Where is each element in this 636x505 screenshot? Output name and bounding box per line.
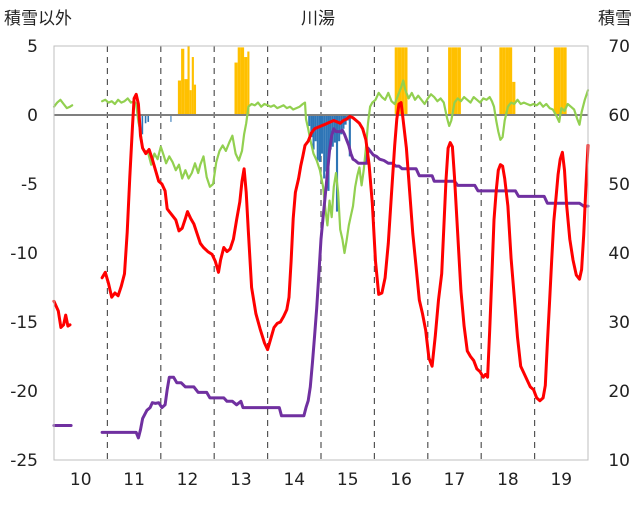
blue-bar	[316, 115, 319, 161]
blue-bar	[170, 115, 172, 122]
orange-bar	[397, 47, 402, 115]
left-tick-label: -10	[10, 244, 38, 264]
plot-frame	[53, 45, 589, 461]
left-axis-title: 積雪以外	[4, 9, 72, 29]
orange-bar	[563, 47, 567, 115]
blue-bar	[335, 115, 339, 212]
orange-bar	[247, 51, 250, 115]
x-tick-label: 17	[444, 470, 466, 490]
right-tick-label: 60	[608, 106, 630, 126]
blue-bar	[308, 115, 311, 127]
orange-bar	[240, 47, 245, 115]
orange-bar	[177, 80, 182, 115]
series-line	[52, 299, 72, 329]
blue-bar	[141, 115, 144, 135]
orange-bar	[193, 84, 197, 115]
blue-bar	[338, 115, 341, 142]
x-tick-label: 15	[337, 470, 359, 490]
x-tick-label: 11	[123, 470, 145, 490]
blue-bar	[323, 115, 326, 179]
x-tick-label: 16	[390, 470, 412, 490]
orange-bar	[394, 47, 398, 115]
orange-bar	[451, 47, 455, 115]
orange-bar	[189, 90, 192, 115]
orange-bar	[557, 47, 561, 115]
orange-bar	[505, 47, 509, 115]
orange-bar	[237, 47, 241, 115]
x-tick-label: 13	[230, 470, 252, 490]
x-tick-label: 14	[283, 470, 305, 490]
blue-bar	[348, 115, 351, 157]
series-layer	[52, 79, 590, 440]
blue-bar	[144, 115, 147, 124]
orange-bar	[512, 81, 516, 115]
right-axis-title: 積雪	[598, 9, 632, 29]
blue-bar	[310, 115, 313, 138]
blue-bar	[340, 115, 343, 135]
orange-bar	[184, 79, 188, 115]
left-tick-label: 5	[27, 37, 38, 57]
x-tick-label: 10	[70, 470, 92, 490]
right-tick-label: 40	[608, 244, 630, 264]
x-tick-label: 19	[550, 470, 572, 490]
series-line	[52, 98, 74, 110]
orange-bar	[234, 62, 238, 115]
blue-bar	[329, 115, 332, 150]
orange-bar	[508, 47, 513, 115]
right-tick-label: 10	[608, 451, 630, 471]
orange-bar	[454, 47, 458, 115]
left-tick-label: -5	[21, 175, 38, 195]
blue-bar	[318, 115, 321, 162]
right-tick-label: 30	[608, 313, 630, 333]
left-tick-label: -25	[10, 451, 38, 471]
series-line	[100, 127, 590, 440]
chart-title: 川湯	[301, 9, 335, 29]
orange-bars	[177, 46, 567, 116]
orange-bar	[560, 47, 564, 115]
right-tick-label: 50	[608, 175, 630, 195]
left-tick-label: -20	[10, 382, 38, 402]
orange-bar	[404, 47, 408, 115]
orange-bar	[457, 47, 461, 115]
x-tick-label: 12	[177, 470, 199, 490]
left-tick-label: -15	[10, 313, 38, 333]
orange-bar	[499, 47, 503, 115]
orange-bar	[181, 48, 185, 116]
left-tick-label: 0	[27, 106, 38, 126]
orange-bar	[244, 57, 248, 115]
blue-bar	[325, 115, 328, 172]
orange-bar	[191, 57, 194, 115]
blue-bar	[147, 115, 150, 122]
series-line	[100, 79, 590, 255]
right-tick-label: 70	[608, 37, 630, 57]
orange-bar	[448, 47, 452, 115]
series-line	[100, 92, 590, 403]
orange-bar	[187, 46, 190, 115]
x-tick-label: 18	[497, 470, 519, 490]
orange-bar	[502, 47, 506, 115]
blue-bar	[321, 115, 324, 154]
orange-bar	[553, 47, 558, 115]
right-tick-label: 20	[608, 382, 630, 402]
